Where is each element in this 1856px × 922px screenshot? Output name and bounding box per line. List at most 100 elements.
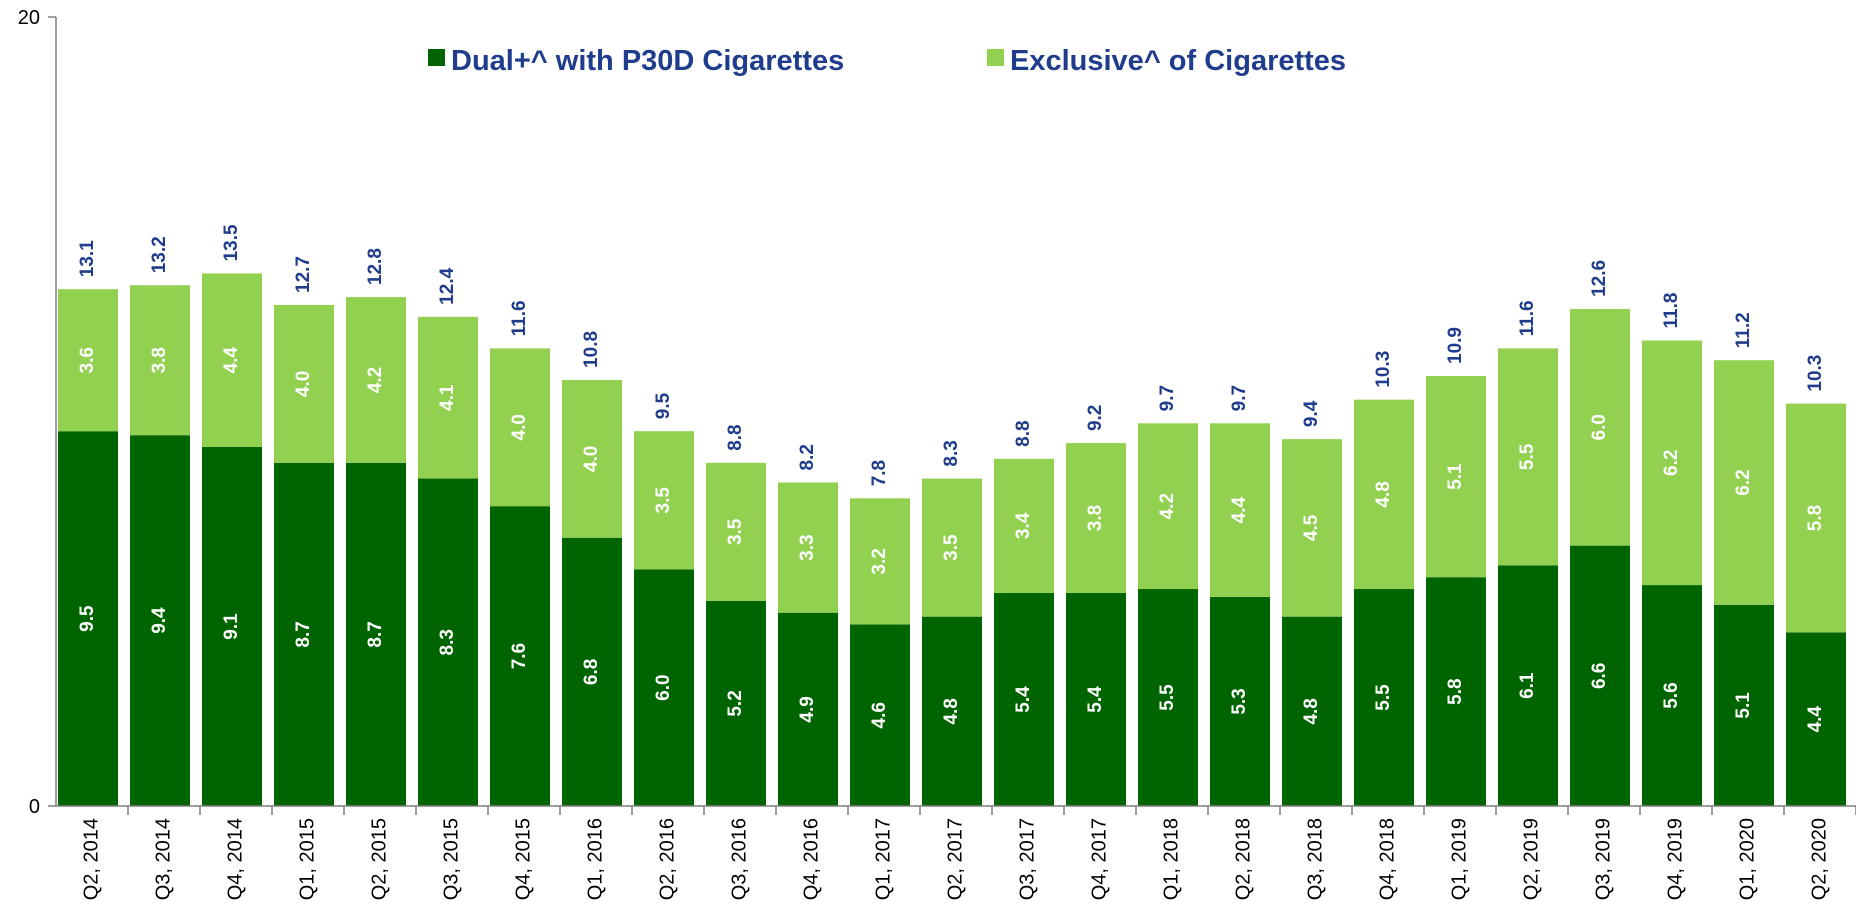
label-total-14: 9.2 bbox=[1085, 405, 1106, 431]
bar-dual-8 bbox=[634, 569, 694, 806]
label-exclusive-0: 3.6 bbox=[77, 347, 98, 373]
label-exclusive-7: 4.0 bbox=[581, 446, 602, 472]
bar-exclusive-0 bbox=[58, 289, 118, 432]
bar-dual-12 bbox=[922, 616, 982, 806]
label-total-13: 8.8 bbox=[1013, 420, 1034, 446]
label-total-8: 9.5 bbox=[653, 392, 674, 419]
bars bbox=[58, 273, 1846, 806]
legend-swatch-exclusive bbox=[987, 49, 1004, 66]
bar-dual-9 bbox=[706, 600, 766, 806]
label-total-12: 8.3 bbox=[941, 440, 962, 466]
label-total-9: 8.8 bbox=[725, 424, 746, 450]
bar-dual-0 bbox=[58, 431, 118, 806]
data-labels: 9.5 3.6 13.1 9.4 3.8 13.2 9.1 4.4 13.5 8.7 4.0 12.7… bbox=[77, 224, 1826, 732]
bar-exclusive-20 bbox=[1498, 348, 1558, 566]
label-dual-8: 6.0 bbox=[653, 674, 674, 700]
x-tick-label-21: Q3, 2019 bbox=[1592, 818, 1614, 900]
x-tick-label-0: Q2, 2014 bbox=[80, 818, 102, 900]
y-tick-label-bottom: 0 bbox=[29, 796, 40, 818]
bar-exclusive-5 bbox=[418, 316, 478, 479]
x-tick-label-1: Q3, 2014 bbox=[152, 818, 174, 900]
x-tick-label-7: Q1, 2016 bbox=[584, 818, 606, 900]
label-total-5: 12.4 bbox=[437, 267, 458, 304]
bar-exclusive-22 bbox=[1642, 340, 1702, 586]
x-tick-label-14: Q4, 2017 bbox=[1088, 818, 1110, 900]
label-dual-21: 6.6 bbox=[1589, 663, 1610, 689]
label-exclusive-10: 3.3 bbox=[797, 534, 818, 560]
bar-dual-4 bbox=[346, 462, 406, 806]
label-dual-24: 4.4 bbox=[1805, 706, 1826, 733]
label-total-4: 12.8 bbox=[365, 248, 386, 285]
bar-dual-10 bbox=[778, 612, 838, 806]
bar-exclusive-21 bbox=[1570, 308, 1630, 546]
x-tick-label-5: Q3, 2015 bbox=[440, 818, 462, 900]
label-total-2: 13.5 bbox=[221, 224, 242, 261]
label-exclusive-14: 3.8 bbox=[1085, 505, 1106, 531]
label-total-11: 7.8 bbox=[869, 460, 890, 486]
bar-dual-7 bbox=[562, 537, 622, 806]
bar-dual-5 bbox=[418, 478, 478, 806]
legend: Dual+^ with P30D Cigarettes Exclusive^ o… bbox=[428, 45, 1346, 77]
x-tick-label-16: Q2, 2018 bbox=[1232, 818, 1254, 900]
bar-exclusive-4 bbox=[346, 297, 406, 463]
bar-exclusive-19 bbox=[1426, 375, 1486, 578]
bar-dual-17 bbox=[1282, 616, 1342, 806]
label-total-3: 12.7 bbox=[293, 256, 314, 293]
x-tick-label-11: Q1, 2017 bbox=[872, 818, 894, 900]
label-dual-10: 4.9 bbox=[797, 696, 818, 722]
label-exclusive-24: 5.8 bbox=[1805, 505, 1826, 531]
x-tick-label-22: Q4, 2019 bbox=[1664, 818, 1686, 900]
bar-exclusive-14 bbox=[1066, 443, 1126, 593]
bar-dual-15 bbox=[1138, 589, 1198, 806]
bar-dual-6 bbox=[490, 506, 550, 806]
label-total-23: 11.2 bbox=[1733, 312, 1754, 348]
label-total-18: 10.3 bbox=[1373, 351, 1394, 388]
x-tick-label-2: Q4, 2014 bbox=[224, 818, 246, 900]
bar-exclusive-1 bbox=[130, 285, 190, 436]
x-tick-label-8: Q2, 2016 bbox=[656, 818, 678, 900]
label-exclusive-2: 4.4 bbox=[221, 347, 242, 374]
x-tick-label-13: Q3, 2017 bbox=[1016, 818, 1038, 900]
label-exclusive-19: 5.1 bbox=[1445, 463, 1466, 490]
label-dual-6: 7.6 bbox=[509, 643, 530, 669]
label-dual-16: 5.3 bbox=[1229, 688, 1250, 714]
label-total-0: 13.1 bbox=[77, 240, 98, 277]
label-dual-22: 5.6 bbox=[1661, 682, 1682, 708]
label-exclusive-9: 3.5 bbox=[725, 518, 746, 545]
x-tick-label-23: Q1, 2020 bbox=[1736, 818, 1758, 900]
label-total-16: 9.7 bbox=[1229, 385, 1250, 411]
label-total-20: 11.6 bbox=[1517, 300, 1538, 336]
label-exclusive-4: 4.2 bbox=[365, 367, 386, 393]
label-exclusive-17: 4.5 bbox=[1301, 514, 1322, 541]
bar-dual-21 bbox=[1570, 545, 1630, 806]
label-exclusive-6: 4.0 bbox=[509, 414, 530, 440]
label-exclusive-18: 4.8 bbox=[1373, 481, 1394, 507]
bar-dual-14 bbox=[1066, 592, 1126, 806]
legend-label-exclusive: Exclusive^ of Cigarettes bbox=[1010, 45, 1346, 77]
label-exclusive-16: 4.4 bbox=[1229, 496, 1250, 523]
x-tick-label-10: Q4, 2016 bbox=[800, 818, 822, 900]
label-total-24: 10.3 bbox=[1805, 355, 1826, 392]
label-total-17: 9.4 bbox=[1301, 400, 1322, 427]
x-tick-label-17: Q3, 2018 bbox=[1304, 818, 1326, 900]
label-dual-7: 6.8 bbox=[581, 659, 602, 685]
bar-exclusive-8 bbox=[634, 431, 694, 570]
label-total-7: 10.8 bbox=[581, 331, 602, 368]
legend-label-dual: Dual+^ with P30D Cigarettes bbox=[451, 45, 844, 77]
label-exclusive-20: 5.5 bbox=[1517, 443, 1538, 470]
x-tick-label-9: Q3, 2016 bbox=[728, 818, 750, 900]
bar-exclusive-10 bbox=[778, 482, 838, 613]
x-tick-label-4: Q2, 2015 bbox=[368, 818, 390, 900]
label-exclusive-1: 3.8 bbox=[149, 347, 170, 373]
label-total-22: 11.8 bbox=[1661, 293, 1682, 329]
label-dual-17: 4.8 bbox=[1301, 698, 1322, 724]
bar-dual-13 bbox=[994, 592, 1054, 806]
label-dual-18: 5.5 bbox=[1373, 684, 1394, 711]
label-dual-0: 9.5 bbox=[77, 605, 98, 632]
label-dual-13: 5.4 bbox=[1013, 686, 1034, 713]
label-total-15: 9.7 bbox=[1157, 385, 1178, 411]
bar-exclusive-6 bbox=[490, 348, 550, 507]
bar-dual-24 bbox=[1786, 632, 1846, 806]
label-dual-2: 9.1 bbox=[221, 613, 242, 640]
